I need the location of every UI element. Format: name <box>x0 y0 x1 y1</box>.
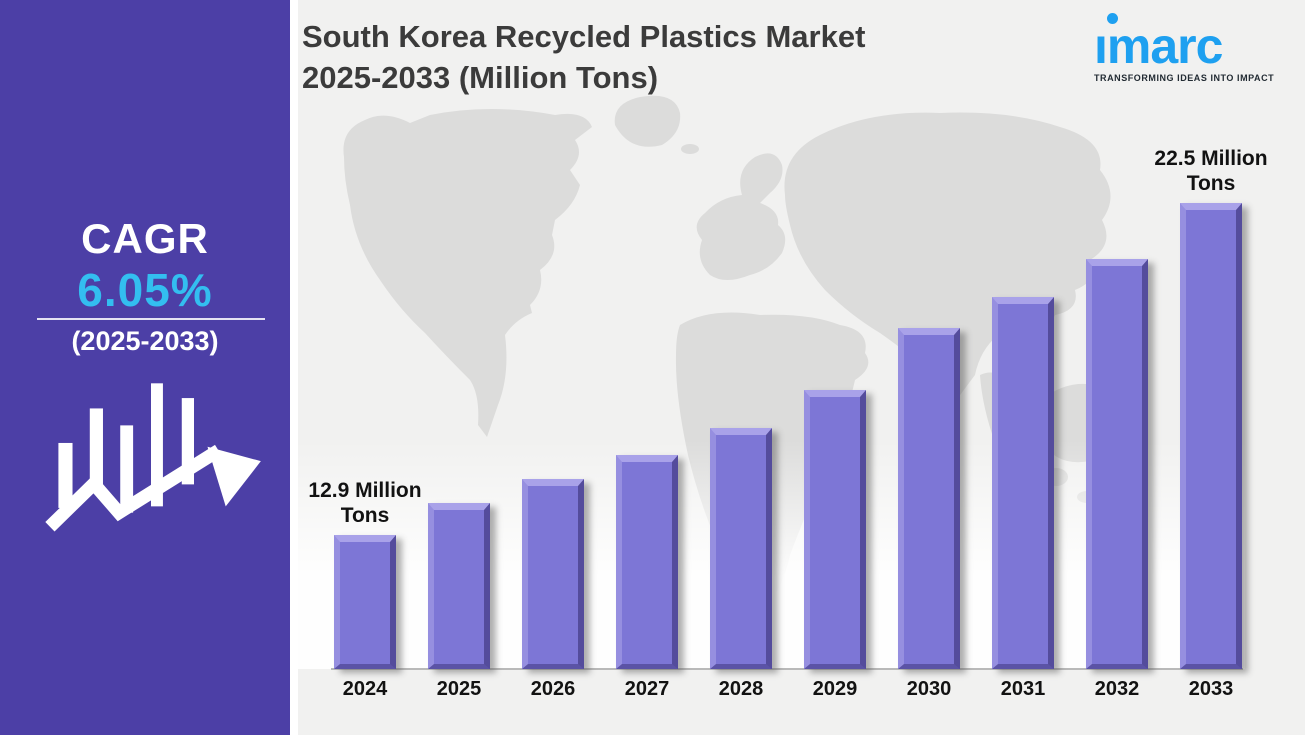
sidebar: CAGR 6.05% (2025-2033) <box>0 0 290 735</box>
bar-2025 <box>428 503 490 669</box>
divider <box>37 318 265 320</box>
bar-2033 <box>1180 203 1242 669</box>
map-greenland <box>614 95 681 147</box>
bar-2026 <box>522 479 584 669</box>
logo-brand: ımarc <box>1094 18 1223 74</box>
x-axis-label-2028: 2028 <box>718 678 764 700</box>
chart-title: South Korea Recycled Plastics Market 202… <box>302 16 1082 98</box>
x-axis-label-2029: 2029 <box>812 678 858 700</box>
imarc-logo: ımarc TRANSFORMING IDEAS INTO IMPACT <box>1094 6 1289 83</box>
map-iceland <box>681 144 699 154</box>
map-europe <box>696 153 786 280</box>
cagr-value: 6.05% <box>77 264 213 316</box>
chart-title-line1: South Korea Recycled Plastics Market <box>302 19 866 54</box>
cagr-period: (2025-2033) <box>71 326 219 356</box>
x-axis-label-2031: 2031 <box>1000 678 1046 700</box>
cagr-label: CAGR <box>81 215 209 262</box>
bar-2030 <box>898 328 960 669</box>
x-axis-label-2032: 2032 <box>1094 678 1140 700</box>
x-axis-line <box>331 668 1243 670</box>
bar-2032 <box>1086 259 1148 669</box>
bar-2031 <box>992 297 1054 669</box>
map-asia <box>784 112 1111 441</box>
bar-2024 <box>334 535 396 669</box>
data-label-2033: 22.5 Million Tons <box>1154 147 1268 196</box>
bar-2029 <box>804 390 866 669</box>
x-axis-label-2033: 2033 <box>1188 678 1234 700</box>
x-axis-label-2025: 2025 <box>436 678 482 700</box>
data-label-2024: 12.9 Million Tons <box>308 478 422 527</box>
logo-tagline: TRANSFORMING IDEAS INTO IMPACT <box>1094 73 1275 83</box>
bar-2027 <box>616 455 678 669</box>
bar-2028 <box>710 428 772 669</box>
x-axis-label-2030: 2030 <box>906 678 952 700</box>
logo-dot-icon <box>1107 13 1118 24</box>
panel-gap <box>290 0 298 735</box>
x-axis-label-2024: 2024 <box>342 678 388 700</box>
x-axis-label-2026: 2026 <box>530 678 576 700</box>
chart-title-line2: 2025-2033 (Million Tons) <box>302 60 659 95</box>
map-north-america <box>343 109 592 437</box>
growth-chart-icon <box>45 383 261 532</box>
x-axis-label-2027: 2027 <box>624 678 670 700</box>
